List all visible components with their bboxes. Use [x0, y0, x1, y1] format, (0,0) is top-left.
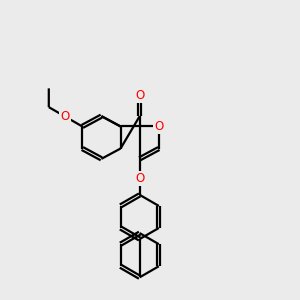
Text: O: O [135, 89, 144, 102]
Text: O: O [135, 172, 144, 185]
Text: O: O [154, 120, 164, 133]
Text: O: O [60, 110, 70, 123]
